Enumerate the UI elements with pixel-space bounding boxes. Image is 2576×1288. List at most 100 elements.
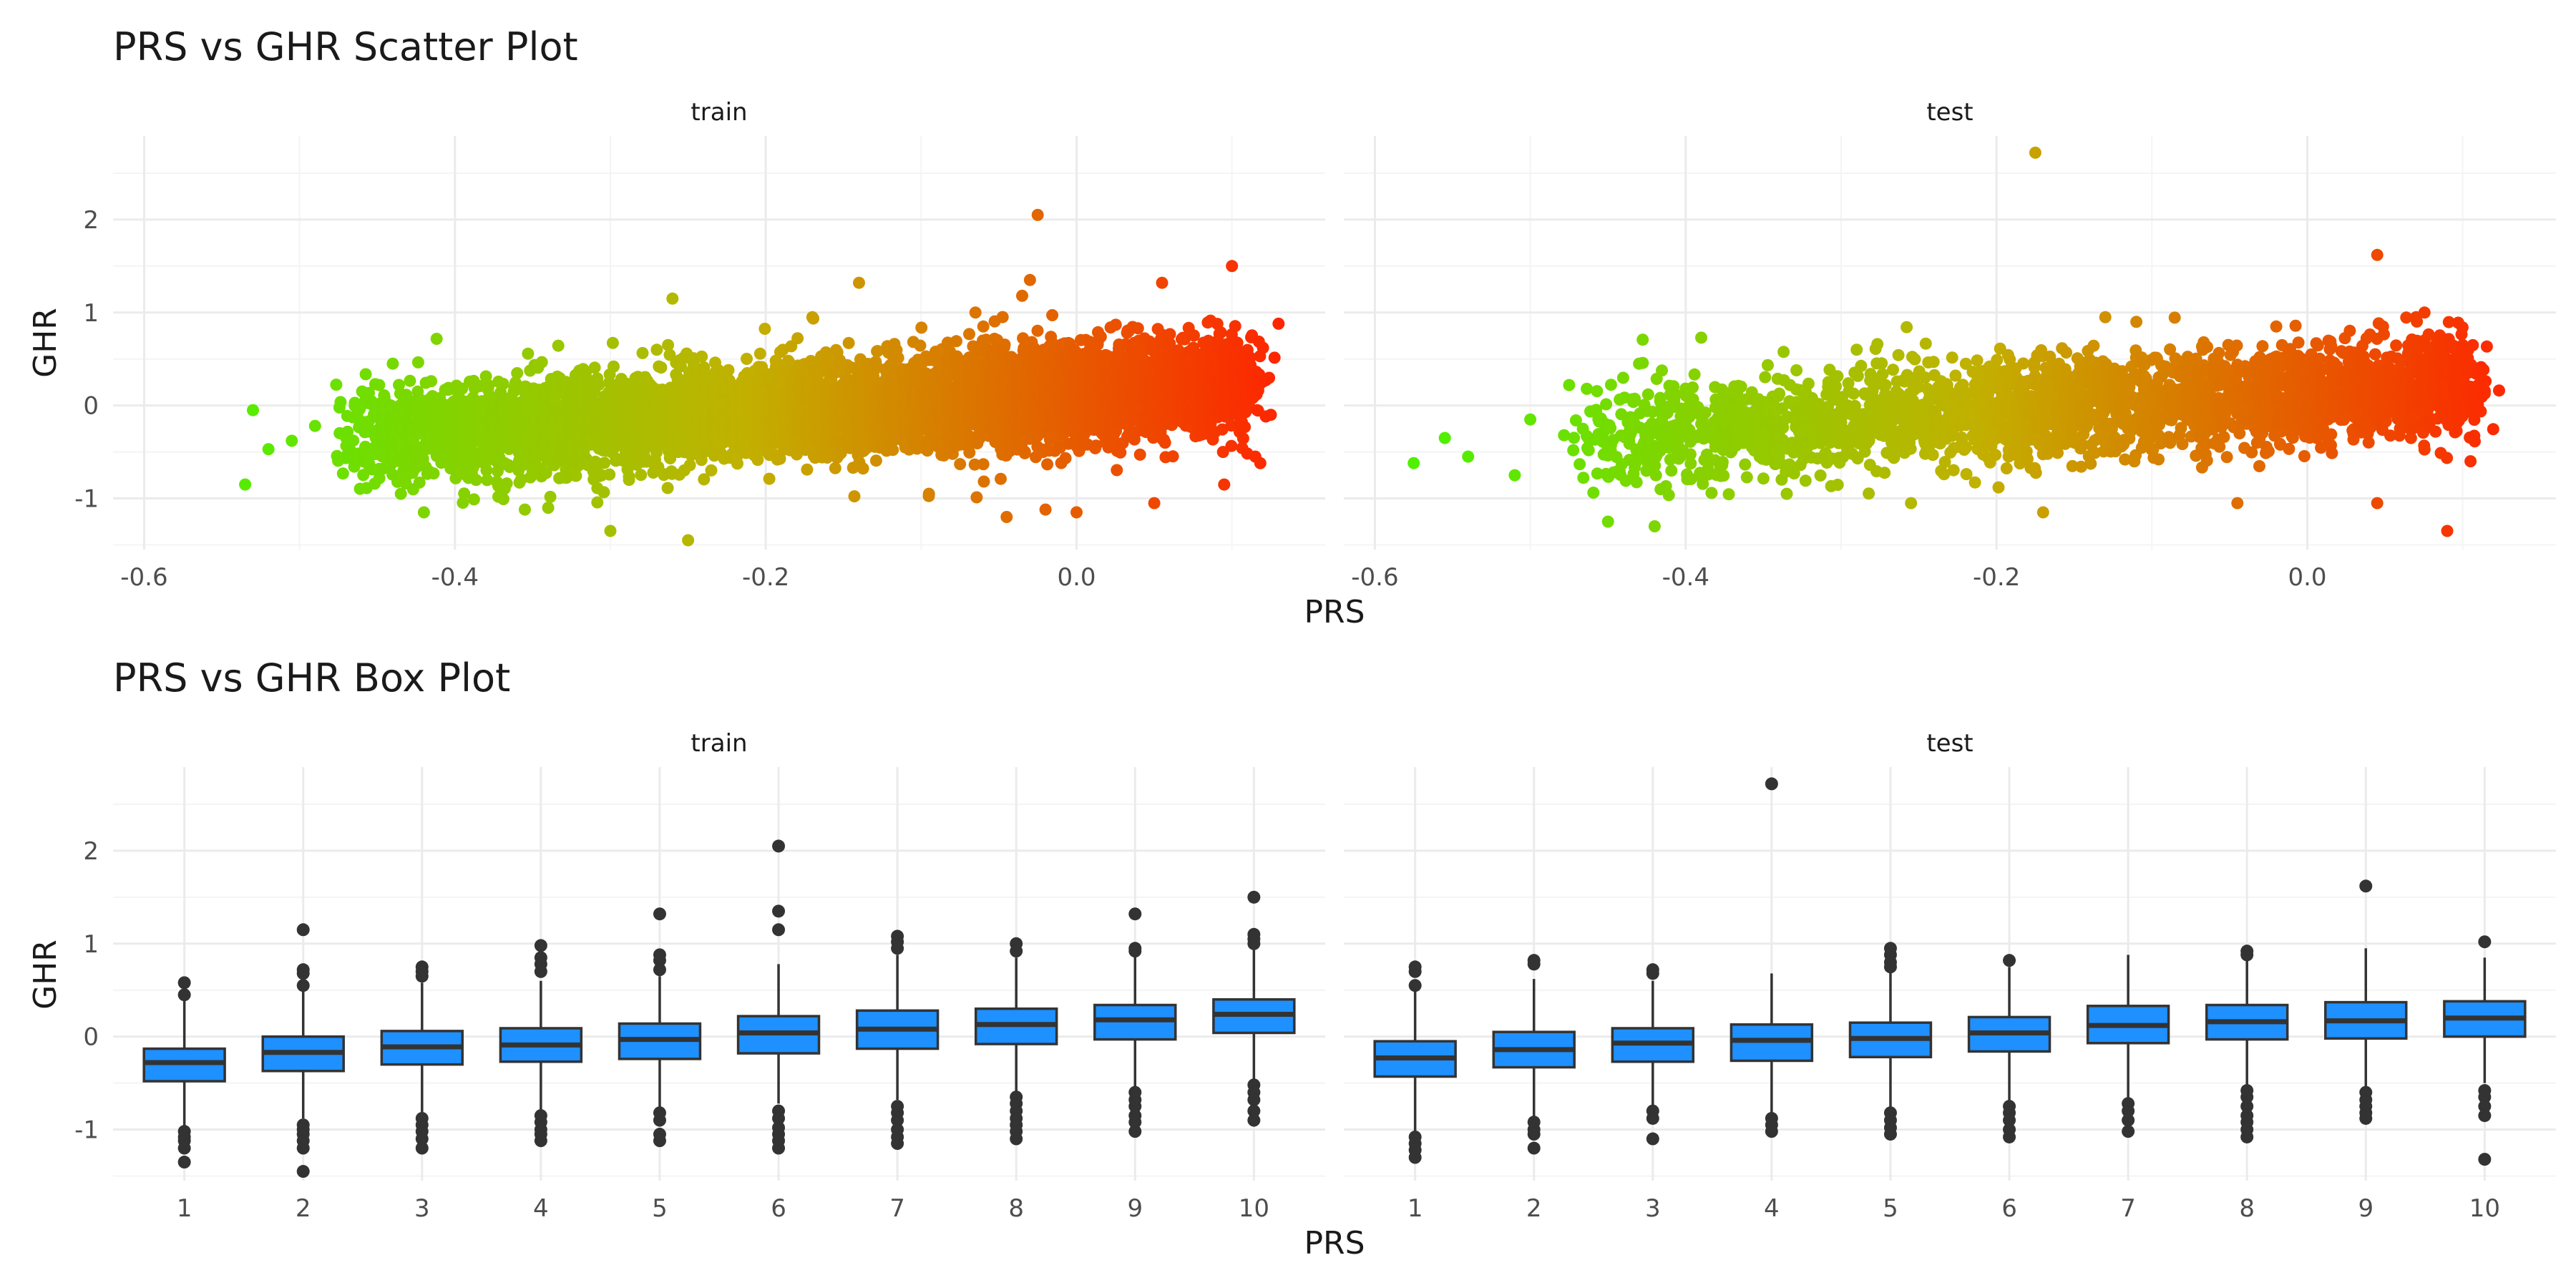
scatter-point bbox=[458, 487, 471, 500]
scatter-point bbox=[950, 335, 962, 348]
scatter-point bbox=[969, 306, 982, 319]
scatter-point bbox=[247, 404, 259, 416]
scatter-point bbox=[514, 473, 527, 486]
scatter-point bbox=[1046, 309, 1059, 321]
scatter-point bbox=[623, 474, 635, 487]
scatter-point bbox=[588, 361, 601, 374]
scatter-point bbox=[731, 457, 743, 470]
scatter-point bbox=[347, 434, 360, 447]
scatter-point bbox=[857, 462, 869, 475]
scatter-point bbox=[801, 463, 814, 476]
scatter-point bbox=[829, 462, 841, 474]
scatter-point bbox=[519, 503, 531, 516]
scatter-point bbox=[963, 446, 976, 459]
scatter-point bbox=[1031, 324, 1044, 337]
scatter-point bbox=[1188, 329, 1200, 342]
scatter-point bbox=[1070, 506, 1083, 519]
scatter-point bbox=[592, 379, 605, 391]
scatter-point bbox=[1163, 328, 1176, 341]
scatter-point bbox=[1131, 322, 1144, 335]
scatter-point bbox=[552, 339, 565, 352]
scatter-point bbox=[262, 443, 275, 456]
scatter-point bbox=[511, 367, 524, 379]
scatter-title: PRS vs GHR Scatter Plot bbox=[113, 24, 578, 69]
scatter-point bbox=[1031, 208, 1044, 221]
scatter-point bbox=[853, 276, 865, 289]
scatter-point bbox=[603, 468, 616, 481]
scatter-point bbox=[977, 458, 990, 471]
scatter-point bbox=[386, 357, 399, 370]
scatter-point bbox=[996, 311, 1009, 323]
scatter-point bbox=[1039, 503, 1052, 516]
scatter-point bbox=[751, 454, 764, 467]
x-tick-label: -0.6 bbox=[120, 563, 167, 592]
scatter-point bbox=[1023, 273, 1036, 286]
scatter-point bbox=[1133, 448, 1146, 461]
scatter-point bbox=[604, 525, 617, 537]
scatter-point bbox=[430, 333, 443, 345]
scatter-point bbox=[535, 356, 548, 369]
scatter-point bbox=[661, 482, 674, 494]
y-tick-label: 1 bbox=[83, 299, 99, 328]
x-tick-label: -0.2 bbox=[742, 563, 789, 592]
scatter-point bbox=[753, 347, 766, 360]
scatter-point bbox=[482, 379, 495, 392]
scatter-point bbox=[500, 477, 513, 490]
y-tick-label: 0 bbox=[83, 392, 99, 421]
scatter-point bbox=[544, 490, 557, 503]
scatter-point bbox=[570, 469, 582, 482]
scatter-point bbox=[540, 467, 552, 479]
scatter-point bbox=[400, 389, 413, 401]
scatter-point bbox=[1059, 452, 1072, 464]
scatter-point bbox=[963, 328, 975, 341]
scatter-point bbox=[922, 487, 935, 500]
scatter-point bbox=[696, 350, 708, 363]
scatter-point bbox=[497, 493, 509, 505]
scatter-point bbox=[1111, 464, 1123, 477]
scatter-point bbox=[970, 491, 983, 504]
scatter-point bbox=[497, 378, 509, 390]
scatter-point bbox=[1016, 289, 1028, 302]
scatter-point bbox=[457, 497, 469, 509]
scatter-point bbox=[598, 457, 611, 469]
scatter-point bbox=[404, 374, 416, 387]
scatter-point bbox=[542, 502, 555, 514]
scatter-point bbox=[359, 368, 372, 381]
scatter-point bbox=[481, 474, 494, 487]
scatter-point bbox=[467, 493, 480, 506]
scatter-point bbox=[807, 312, 820, 325]
scatter-point bbox=[469, 474, 482, 487]
scatter-point bbox=[758, 323, 771, 335]
scatter-point bbox=[425, 375, 438, 388]
scatter-point bbox=[336, 467, 349, 480]
scatter-point bbox=[456, 382, 469, 395]
scatter-point bbox=[682, 534, 695, 547]
scatter-point bbox=[427, 467, 440, 480]
scatter-point bbox=[977, 320, 990, 333]
scatter-point bbox=[480, 464, 493, 477]
scatter-point bbox=[635, 469, 648, 482]
scatter-point bbox=[1000, 511, 1013, 523]
scatter-point bbox=[411, 356, 424, 369]
scatter-point bbox=[650, 446, 663, 459]
scatter-point bbox=[522, 347, 535, 360]
scatter-point bbox=[1166, 450, 1179, 463]
scatter-point bbox=[995, 472, 1007, 485]
scatter-point bbox=[914, 339, 927, 352]
facet-strip-label: train bbox=[691, 98, 747, 127]
scatter-point bbox=[915, 321, 928, 334]
scatter-point bbox=[848, 490, 861, 503]
x-tick-label: 0.0 bbox=[1057, 563, 1096, 592]
scatter-point bbox=[417, 506, 430, 519]
scatter-point bbox=[608, 360, 620, 373]
scatter-point bbox=[666, 292, 679, 305]
scatter-point bbox=[655, 361, 668, 374]
scatter-point bbox=[636, 346, 649, 359]
y-tick-label: -1 bbox=[74, 485, 99, 514]
x-tick-label: -0.4 bbox=[431, 563, 479, 592]
scatter-point bbox=[239, 478, 252, 491]
scatter-point bbox=[341, 425, 354, 438]
scatter-point bbox=[741, 353, 753, 365]
scatter-point bbox=[705, 464, 718, 477]
